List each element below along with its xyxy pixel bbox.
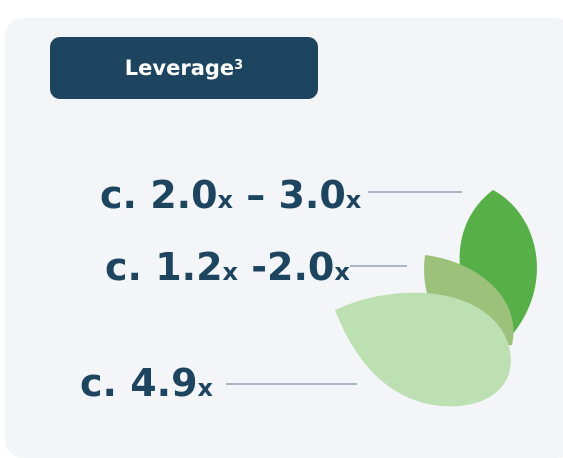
header-pill: Leverage 3 bbox=[50, 37, 318, 99]
graphic: c. 2.0x – 3.0x c. 1.2x -2.0x c. 4.9x bbox=[80, 173, 537, 407]
unit: x bbox=[334, 258, 350, 286]
value-text: -2.0 bbox=[238, 245, 334, 289]
unit: x bbox=[223, 258, 239, 286]
header-superscript: 3 bbox=[234, 57, 244, 73]
range-label: c. 4.9x bbox=[80, 361, 214, 405]
range-label: c. 2.0x – 3.0x bbox=[100, 173, 362, 217]
value-text: c. 2.0 bbox=[100, 173, 218, 217]
leaf-light bbox=[335, 292, 511, 407]
unit: x bbox=[346, 186, 362, 214]
unit: x bbox=[218, 186, 234, 214]
value-text: c. 1.2 bbox=[105, 245, 223, 289]
header-title: Leverage bbox=[124, 56, 235, 80]
page: {"header": {"title": "Leverage", "supers… bbox=[5, 18, 563, 458]
value-text: – 3.0 bbox=[233, 173, 346, 217]
range-label: c. 1.2x -2.0x bbox=[105, 245, 350, 289]
unit: x bbox=[198, 374, 214, 402]
value-text: c. 4.9 bbox=[80, 361, 198, 405]
